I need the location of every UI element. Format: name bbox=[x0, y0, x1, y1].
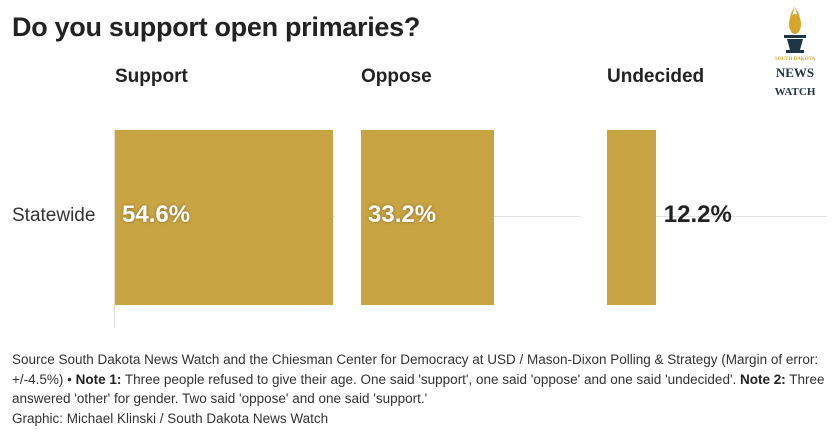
chart-title: Do you support open primaries? bbox=[12, 12, 421, 42]
note2-text: Three answered 'other' for gender. Two s… bbox=[12, 371, 825, 407]
column-header-oppose: Oppose bbox=[361, 66, 432, 87]
value-label-support: 54.6% bbox=[122, 201, 191, 228]
row-label-statewide: Statewide bbox=[12, 205, 96, 226]
note2-label: Note 2: bbox=[740, 371, 786, 387]
credit-text: Graphic: Michael Klinski / South Dakota … bbox=[12, 410, 329, 426]
bar-track-undecided bbox=[655, 216, 827, 217]
bar-undecided bbox=[607, 130, 656, 305]
note1-text: Three people refused to give their age. … bbox=[121, 371, 741, 387]
chart-notes: Source South Dakota News Watch and the C… bbox=[12, 350, 832, 428]
value-label-undecided: 12.2% bbox=[663, 201, 732, 228]
bar-oppose bbox=[361, 130, 494, 305]
axis-line bbox=[114, 130, 115, 328]
value-label-oppose: 33.2% bbox=[368, 201, 437, 228]
svg-text:WATCH: WATCH bbox=[775, 86, 816, 98]
bar-support bbox=[115, 130, 334, 305]
note1-label: Note 1: bbox=[75, 371, 122, 387]
bar-track-oppose bbox=[493, 216, 581, 217]
column-header-undecided: Undecided bbox=[607, 66, 705, 87]
source-text: Source South Dakota News Watch and the C… bbox=[12, 352, 819, 387]
south-dakota-news-watch-logo: SOUTH DAKOTA NEWS WATCH bbox=[775, 6, 816, 98]
svg-text:SOUTH DAKOTA: SOUTH DAKOTA bbox=[775, 57, 816, 62]
bar-track-support bbox=[333, 216, 335, 217]
svg-text:NEWS: NEWS bbox=[776, 65, 814, 80]
column-header-support: Support bbox=[115, 66, 188, 87]
